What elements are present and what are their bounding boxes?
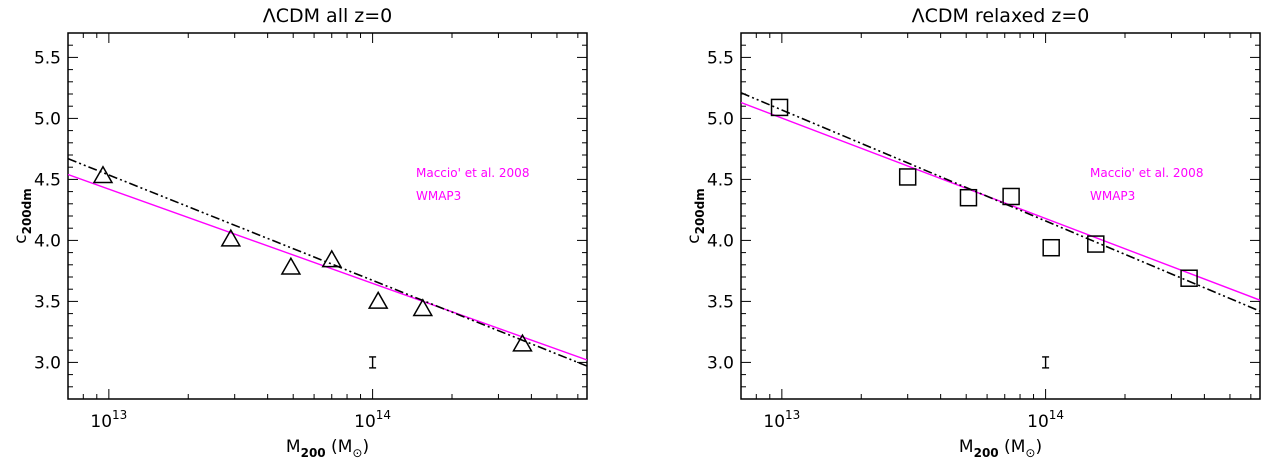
x-tick-label-base: 10 [354, 412, 376, 432]
y-axis-label-sub: 200dm [20, 188, 34, 234]
x-axis-label-unit-sub: ⊙ [352, 446, 362, 460]
y-tick-label: 5.5 [34, 48, 61, 68]
x-axis-label-main: M [959, 437, 974, 457]
y-axis-label-main: c [11, 234, 31, 243]
plot-frame [740, 32, 1261, 400]
x-axis-label-unit-sub: ⊙ [1025, 446, 1035, 460]
x-tick-label: 1013 [763, 408, 800, 432]
data-point-triangle [280, 256, 302, 275]
y-tick-label: 3.5 [707, 292, 734, 312]
data-point-square [1042, 238, 1060, 257]
plot-area [741, 92, 1260, 369]
y-tick-label: 4.0 [34, 231, 61, 251]
x-tick-label-exponent: 13 [785, 408, 800, 422]
data-point-triangle [412, 298, 434, 317]
data-point-square [770, 98, 789, 117]
x-tick-label: 1014 [354, 408, 391, 432]
y-tick-label: 5.0 [707, 109, 734, 129]
legend-annotation: WMAP3 [1090, 189, 1135, 203]
y-axis-label: c200dm [684, 188, 707, 244]
y-tick-label: 4.0 [707, 231, 734, 251]
x-axis-label-unit-close: ) [1035, 437, 1042, 457]
data-point-triangle [92, 165, 114, 184]
legend-annotation: Maccio' et al. 2008 [416, 166, 529, 180]
error-bar [1042, 356, 1050, 369]
x-axis-label-sub: 200 [301, 446, 326, 460]
x-tick-label-exponent: 13 [112, 408, 127, 422]
y-tick-label: 5.0 [34, 109, 61, 129]
error-bar [369, 356, 377, 369]
x-tick-label-base: 10 [1027, 412, 1049, 432]
x-axis-label-unit: (M [326, 437, 353, 457]
x-axis-label: M200 (M⊙) [286, 437, 369, 460]
plot-frame [67, 32, 588, 400]
data-point-square [1180, 269, 1198, 287]
fit-line [68, 157, 587, 367]
data-point-triangle [220, 228, 242, 247]
y-tick-label: 3.5 [34, 292, 61, 312]
plot-area [68, 157, 587, 369]
data-point-triangle [367, 290, 389, 309]
x-axis-label: M200 (M⊙) [959, 437, 1042, 460]
x-tick-label: 1013 [90, 408, 127, 432]
x-axis-label-main: M [286, 437, 301, 457]
data-point-square [898, 168, 917, 186]
data-point-square [1002, 187, 1020, 206]
legend-annotation: Maccio' et al. 2008 [1090, 166, 1203, 180]
chart-title: ΛCDM all z=0 [263, 5, 393, 27]
x-tick-label-exponent: 14 [376, 408, 391, 422]
y-axis-label-main: c [684, 234, 704, 243]
x-axis-label-unit: (M [999, 437, 1026, 457]
x-tick-label-base: 10 [90, 412, 112, 432]
chart-title: ΛCDM relaxed z=0 [912, 5, 1090, 27]
y-axis-label: c200dm [11, 188, 34, 244]
y-tick-label: 3.0 [707, 353, 734, 373]
data-point-triangle [512, 333, 533, 352]
x-axis-label-sub: 200 [974, 446, 999, 460]
y-axis-label-sub: 200dm [693, 188, 707, 234]
x-tick-label-exponent: 14 [1049, 408, 1064, 422]
x-axis-label-unit-close: ) [362, 437, 369, 457]
x-tick-label-base: 10 [763, 412, 785, 432]
legend-annotation: WMAP3 [416, 189, 461, 203]
y-tick-label: 4.5 [707, 170, 734, 190]
fit-line [741, 92, 1260, 312]
data-point-square [1087, 235, 1105, 253]
y-tick-label: 5.5 [707, 48, 734, 68]
data-point-square [959, 188, 978, 207]
y-tick-label: 3.0 [34, 353, 61, 373]
data-point-triangle [321, 249, 343, 268]
x-tick-label: 1014 [1027, 408, 1064, 432]
y-tick-label: 4.5 [34, 170, 61, 190]
